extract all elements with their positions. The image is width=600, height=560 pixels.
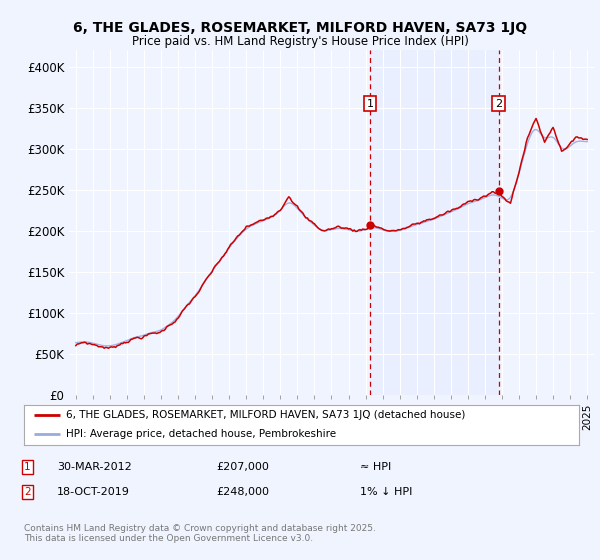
Text: 1: 1 xyxy=(24,462,31,472)
Text: Price paid vs. HM Land Registry's House Price Index (HPI): Price paid vs. HM Land Registry's House … xyxy=(131,35,469,48)
Bar xyxy=(370,50,499,395)
Text: 1% ↓ HPI: 1% ↓ HPI xyxy=(360,487,412,497)
Text: 30-MAR-2012: 30-MAR-2012 xyxy=(57,462,132,472)
Text: 6, THE GLADES, ROSEMARKET, MILFORD HAVEN, SA73 1JQ (detached house): 6, THE GLADES, ROSEMARKET, MILFORD HAVEN… xyxy=(65,410,465,420)
Text: 18-OCT-2019: 18-OCT-2019 xyxy=(57,487,130,497)
Text: HPI: Average price, detached house, Pembrokeshire: HPI: Average price, detached house, Pemb… xyxy=(65,429,336,439)
Text: £207,000: £207,000 xyxy=(216,462,269,472)
Text: 2: 2 xyxy=(24,487,31,497)
Text: 1: 1 xyxy=(367,99,373,109)
Text: Contains HM Land Registry data © Crown copyright and database right 2025.
This d: Contains HM Land Registry data © Crown c… xyxy=(24,524,376,543)
Text: ≈ HPI: ≈ HPI xyxy=(360,462,391,472)
Text: £248,000: £248,000 xyxy=(216,487,269,497)
Text: 2: 2 xyxy=(495,99,502,109)
Text: 6, THE GLADES, ROSEMARKET, MILFORD HAVEN, SA73 1JQ: 6, THE GLADES, ROSEMARKET, MILFORD HAVEN… xyxy=(73,21,527,35)
